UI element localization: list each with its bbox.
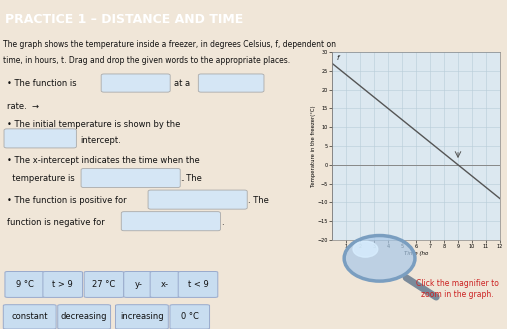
Text: temperature is: temperature is: [7, 174, 75, 183]
FancyBboxPatch shape: [101, 74, 170, 92]
Text: t > 9: t > 9: [52, 280, 73, 289]
FancyBboxPatch shape: [58, 305, 111, 329]
FancyBboxPatch shape: [170, 305, 209, 329]
Text: constant: constant: [12, 312, 48, 321]
Text: function is negative for: function is negative for: [7, 217, 104, 227]
Text: 9 °C: 9 °C: [16, 280, 33, 289]
Text: • The initial temperature is shown by the: • The initial temperature is shown by th…: [7, 120, 180, 129]
FancyBboxPatch shape: [198, 74, 264, 92]
Text: f: f: [336, 55, 339, 61]
FancyBboxPatch shape: [121, 212, 221, 231]
Text: .: .: [221, 217, 224, 227]
FancyBboxPatch shape: [150, 271, 180, 297]
FancyBboxPatch shape: [4, 129, 77, 148]
Text: x-: x-: [161, 280, 169, 289]
Circle shape: [353, 241, 378, 257]
Text: Click the magnifier to
zoom in the graph.: Click the magnifier to zoom in the graph…: [416, 279, 499, 299]
FancyBboxPatch shape: [124, 271, 154, 297]
Y-axis label: Temperature in the freezer(°C): Temperature in the freezer(°C): [311, 105, 316, 187]
FancyBboxPatch shape: [4, 305, 56, 329]
Text: intercept.: intercept.: [81, 136, 121, 145]
Text: t < 9: t < 9: [188, 280, 208, 289]
Text: • The function is: • The function is: [7, 79, 77, 88]
Text: increasing: increasing: [120, 312, 164, 321]
Text: . The: . The: [181, 174, 202, 183]
FancyBboxPatch shape: [43, 271, 83, 297]
X-axis label: Time (ho: Time (ho: [404, 251, 428, 256]
Text: decreasing: decreasing: [61, 312, 107, 321]
Text: PRACTICE 1 – DISTANCE AND TIME: PRACTICE 1 – DISTANCE AND TIME: [5, 13, 243, 26]
Text: • The x-intercept indicates the time when the: • The x-intercept indicates the time whe…: [7, 156, 199, 165]
Text: y-: y-: [135, 280, 142, 289]
Text: 0 °C: 0 °C: [181, 312, 199, 321]
Text: . The: . The: [248, 196, 269, 205]
Circle shape: [344, 236, 415, 281]
Text: .: .: [181, 174, 184, 183]
Text: The graph shows the temperature inside a freezer, in degrees Celsius, f, depende: The graph shows the temperature inside a…: [3, 39, 336, 49]
Text: at a: at a: [174, 79, 190, 88]
FancyBboxPatch shape: [81, 168, 180, 188]
FancyBboxPatch shape: [84, 271, 124, 297]
Text: time, in hours, t. Drag and drop the given words to the appropriate places.: time, in hours, t. Drag and drop the giv…: [3, 56, 289, 64]
Text: rate.  →: rate. →: [7, 102, 39, 112]
Text: • The function is positive for: • The function is positive for: [7, 196, 126, 205]
FancyBboxPatch shape: [5, 271, 45, 297]
FancyBboxPatch shape: [116, 305, 168, 329]
FancyBboxPatch shape: [148, 190, 247, 209]
Text: 27 °C: 27 °C: [92, 280, 116, 289]
FancyBboxPatch shape: [178, 271, 218, 297]
